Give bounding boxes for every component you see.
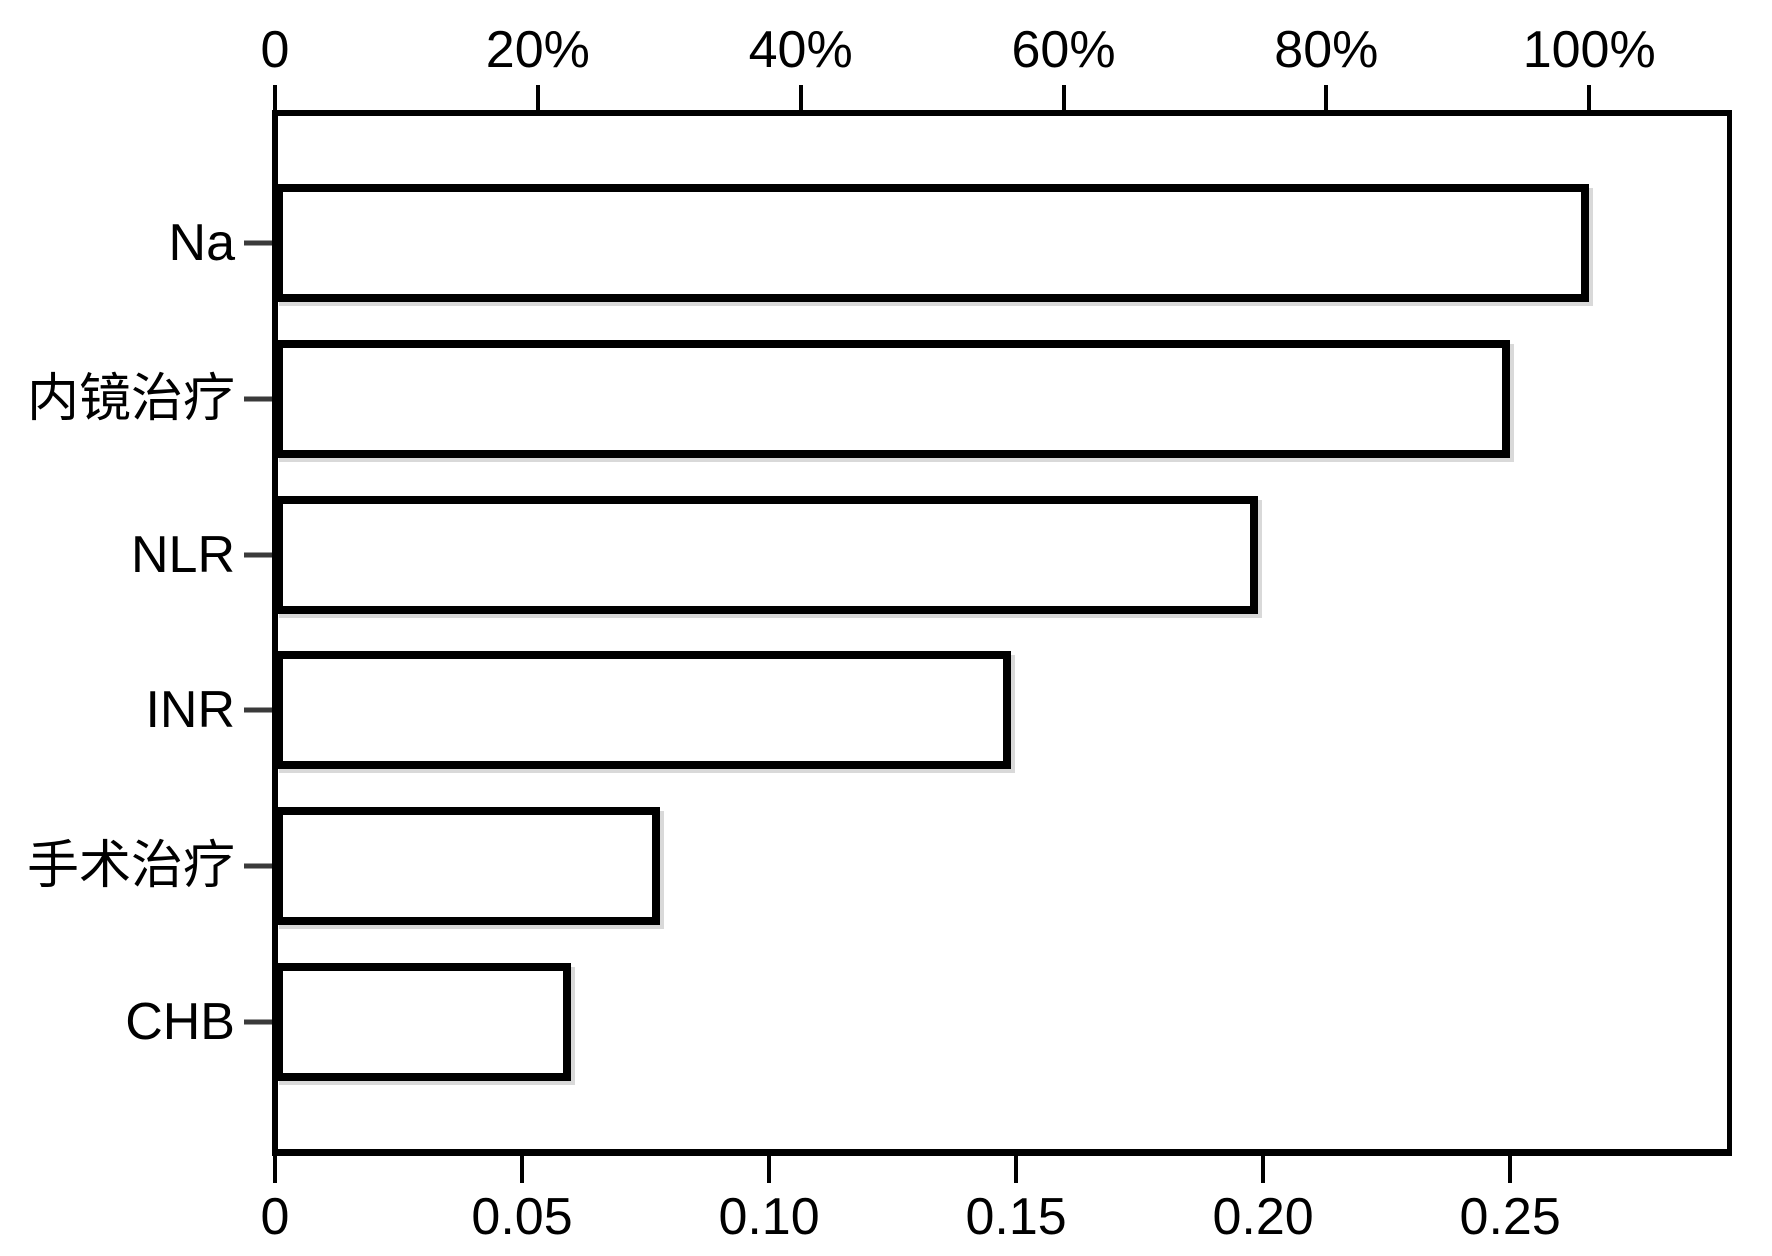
top-axis-tick-label-80: 80% (1274, 21, 1379, 79)
top-axis-tick-0 (273, 85, 277, 110)
bottom-axis-tick-0.20 (1261, 1156, 1266, 1183)
right-spine (1727, 110, 1732, 1156)
bottom-axis-tick-label-0.10: 0.10 (718, 1188, 820, 1246)
top-axis-tick-80 (1324, 85, 1329, 110)
bottom-axis-tick-0.15 (1014, 1156, 1019, 1183)
top-spine (272, 110, 1732, 116)
bar-chb (275, 963, 572, 1082)
category-tick-nlr (244, 552, 272, 558)
top-axis-tick-label-0: 0 (260, 21, 290, 79)
category-label-chb: CHB (125, 993, 235, 1052)
bottom-axis-tick-0 (273, 1156, 277, 1183)
category-label-na: Na (168, 213, 235, 272)
category-tick-na (244, 240, 272, 246)
bottom-axis-tick-label-0.20: 0.20 (1212, 1188, 1314, 1246)
bottom-axis-tick-label-0.25: 0.25 (1459, 1188, 1561, 1246)
bar-手术治疗 (275, 807, 661, 926)
bottom-axis-tick-0.25 (1508, 1156, 1513, 1183)
bottom-axis-tick-0.05 (520, 1156, 525, 1183)
category-tick-内镜治疗 (244, 396, 272, 402)
top-axis-tick-label-20: 20% (485, 21, 590, 79)
top-axis-tick-40 (798, 85, 803, 110)
top-axis-tick-label-40: 40% (748, 21, 853, 79)
category-label-nlr: NLR (130, 525, 235, 584)
top-axis-tick-100 (1587, 85, 1592, 110)
top-axis-tick-60 (1061, 85, 1066, 110)
bottom-axis-tick-0.10 (767, 1156, 772, 1183)
bar-内镜治疗 (275, 339, 1511, 458)
left-spine (272, 110, 278, 1156)
category-label-inr: INR (145, 681, 235, 740)
bottom-axis-tick-label-0: 0 (260, 1188, 290, 1246)
category-tick-chb (244, 1019, 272, 1025)
plot-area: 0 20% 40% 60% 80% 100% 0 0.05 0.10 0.15 0.20 0.25 Na… (27, 21, 1732, 1246)
top-axis-tick-20 (535, 85, 540, 110)
category-label-手术治疗: 手术治疗 (26, 837, 235, 896)
bottom-axis-tick-label-0.15: 0.15 (965, 1188, 1067, 1246)
bottom-axis-tick-label-0.05: 0.05 (471, 1188, 573, 1246)
category-tick-手术治疗 (244, 863, 272, 869)
bar-na (275, 183, 1590, 302)
category-tick-inr (244, 707, 272, 713)
bottom-spine (272, 1149, 1732, 1156)
top-axis-tick-label-60: 60% (1011, 21, 1116, 79)
top-axis-tick-label-100: 100% (1522, 21, 1656, 79)
category-label-内镜治疗: 内镜治疗 (26, 369, 235, 428)
bar-inr (275, 651, 1012, 770)
bar-nlr (275, 495, 1259, 614)
